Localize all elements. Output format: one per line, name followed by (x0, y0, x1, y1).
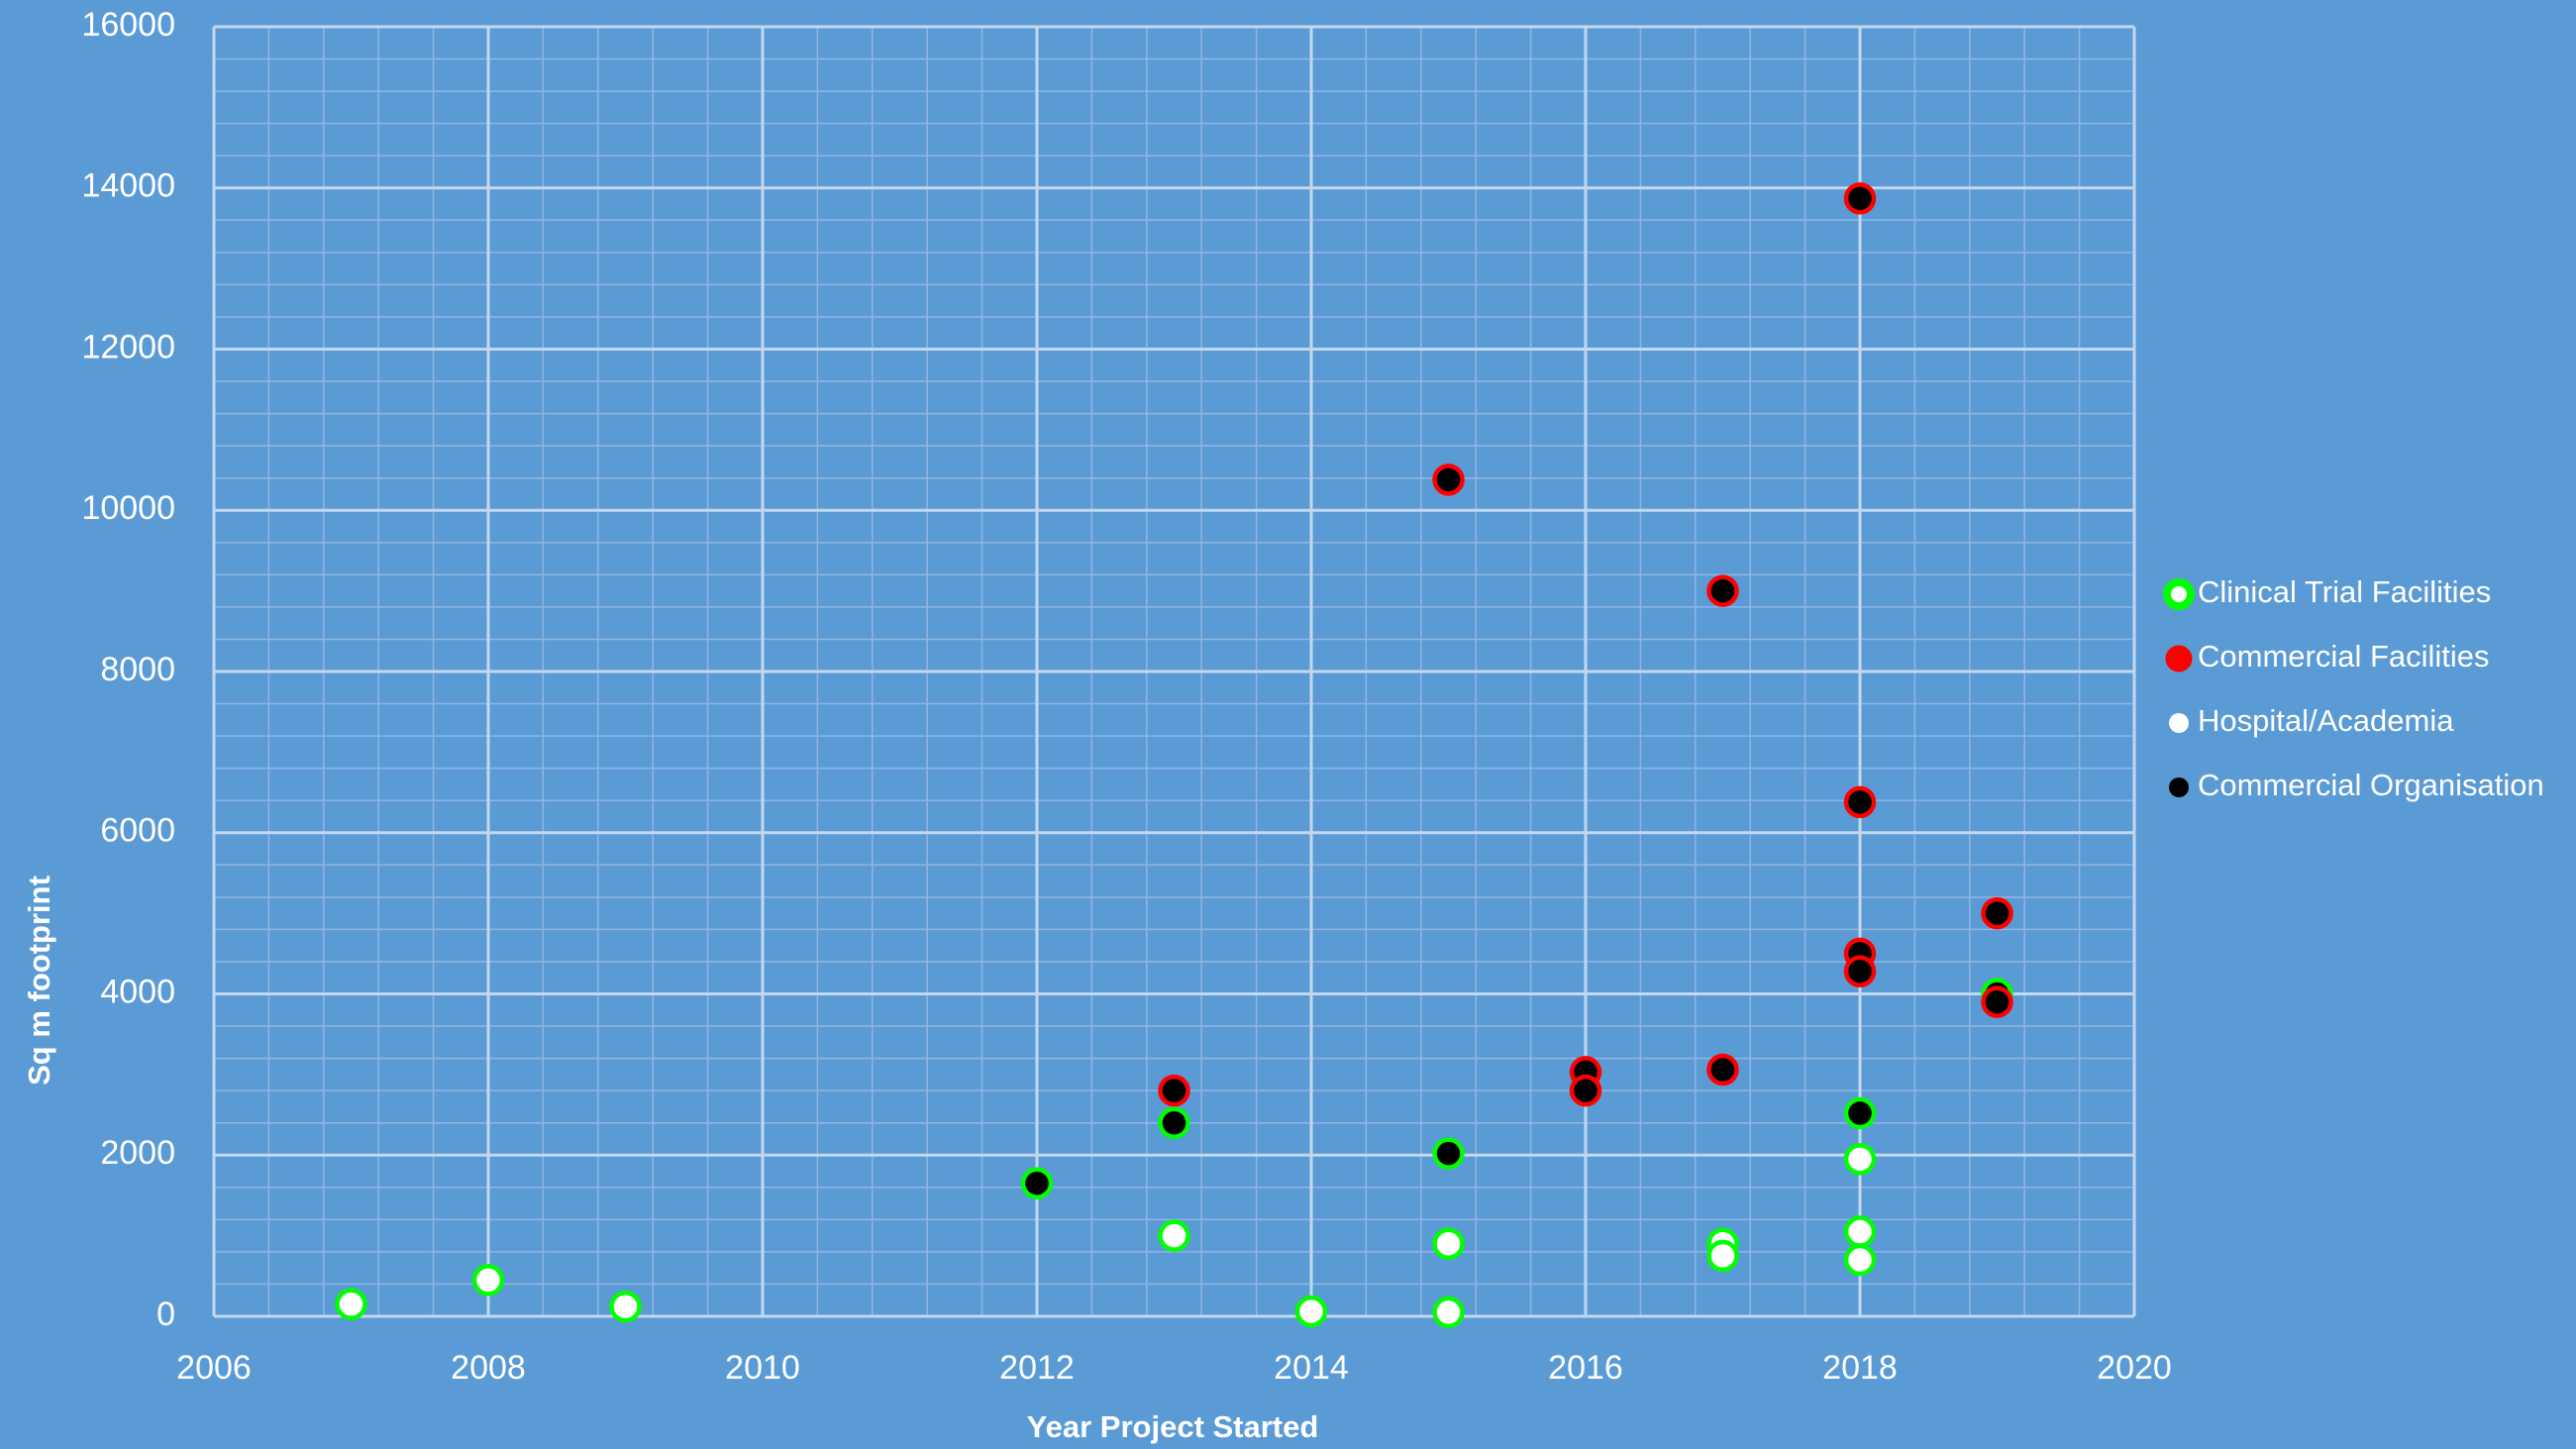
x-tick-label: 2020 (2097, 1349, 2172, 1387)
scatter-point (335, 1288, 367, 1321)
legend-label: Commercial Facilities (2198, 639, 2490, 673)
scatter-point (1158, 1106, 1190, 1139)
scatter-point (609, 1290, 642, 1323)
y-tick-label: 14000 (81, 167, 175, 205)
x-tick-label: 2016 (1548, 1349, 1623, 1387)
scatter-point (1981, 985, 2013, 1018)
legend-marker (2169, 713, 2189, 733)
scatter-point (1432, 464, 1465, 496)
x-axis-title: Year Project Started (1027, 1409, 1319, 1444)
y-tick-label: 0 (156, 1295, 175, 1333)
scatter-point (1432, 1227, 1465, 1261)
y-axis-title: Sq m footprint (22, 876, 56, 1086)
legend-marker (2165, 645, 2193, 673)
legend-label: Clinical Trial Facilities (2198, 574, 2491, 609)
scatter-point (1843, 1143, 1877, 1176)
scatter-point (1843, 1096, 1877, 1130)
scatter-point (1843, 955, 1877, 987)
x-tick-label: 2014 (1274, 1349, 1349, 1387)
legend-marker (2163, 578, 2195, 610)
y-tick-label: 16000 (81, 6, 175, 44)
scatter-point (1432, 1137, 1465, 1170)
scatter-point (1843, 182, 1877, 215)
legend-label: Hospital/Academia (2198, 703, 2454, 738)
x-tick-label: 2006 (176, 1349, 252, 1387)
scatter-point (1706, 1053, 1739, 1087)
scatter-point (1569, 1074, 1602, 1107)
y-tick-label: 6000 (100, 812, 175, 850)
x-tick-label: 2010 (725, 1349, 800, 1387)
scatter-point (471, 1264, 505, 1296)
y-tick-label: 8000 (100, 651, 175, 688)
x-tick-label: 2018 (1822, 1349, 1898, 1387)
scatter-point (1294, 1294, 1328, 1328)
scatter-point (1706, 1239, 1739, 1273)
scatter-point (1706, 574, 1739, 607)
scatter-point (1020, 1167, 1054, 1199)
legend-marker (2169, 777, 2189, 797)
scatter-point (1843, 1243, 1877, 1277)
scatter-point (1843, 785, 1877, 819)
scatter-point (1158, 1219, 1190, 1252)
scatter-point (1158, 1074, 1190, 1107)
y-tick-label: 12000 (81, 328, 175, 365)
y-tick-label: 10000 (81, 489, 175, 527)
legend-label: Commercial Organisation (2198, 768, 2544, 802)
scatter-point (1843, 1215, 1877, 1248)
scatter-point (1432, 1295, 1465, 1329)
y-tick-label: 2000 (100, 1134, 175, 1172)
scatter-point (1981, 896, 2013, 930)
x-tick-label: 2012 (999, 1349, 1075, 1387)
y-tick-label: 4000 (100, 973, 175, 1010)
x-tick-label: 2008 (451, 1349, 526, 1387)
